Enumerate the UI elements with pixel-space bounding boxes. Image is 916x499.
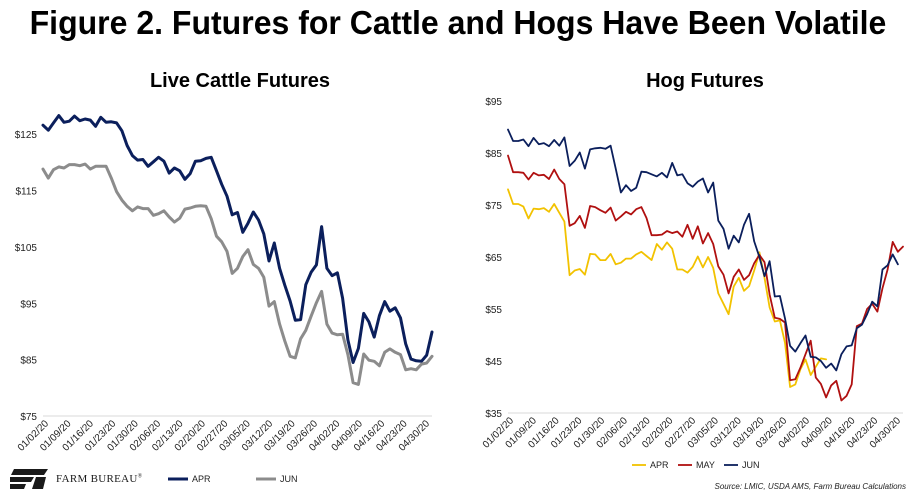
hog-legend-label-apr: APR <box>650 460 669 470</box>
cattle-chart-title: Live Cattle Futures <box>149 70 331 92</box>
figure-title: Figure 2. Futures for Cattle and Hogs Ha… <box>29 4 887 41</box>
hog-series-jun-line <box>507 128 899 372</box>
cattle-y-tick-label: $125 <box>15 130 38 141</box>
hog-series-apr-line <box>507 188 827 388</box>
cattle-legend-label-jun: JUN <box>280 474 298 484</box>
source-note: Source: LMIC, USDA AMS, Farm Bureau Calc… <box>714 482 906 491</box>
cattle-y-tick-label: $85 <box>20 356 37 367</box>
hog-series-may-line <box>507 154 904 402</box>
hog-y-tick-label: $55 <box>485 305 502 316</box>
farm-bureau-logo-icon <box>10 469 48 489</box>
hog-y-tick-label: $95 <box>485 97 502 108</box>
hog-legend-label-may: MAY <box>696 460 715 470</box>
hog-y-tick-label: $45 <box>485 357 502 368</box>
cattle-legend-label-apr: APR <box>192 474 211 484</box>
hog-y-tick-label: $75 <box>485 201 502 212</box>
hog-chart-title: Hog Futures <box>646 70 764 92</box>
cattle-y-tick-label: $115 <box>15 187 37 198</box>
cattle-series-apr-line <box>41 114 434 364</box>
farm-bureau-logo: FARM BUREAU® <box>10 467 143 491</box>
hog-y-tick-label: $65 <box>485 253 502 264</box>
cattle-series-jun-line <box>41 162 434 386</box>
hog-legend-label-jun: JUN <box>742 460 760 470</box>
hog-y-tick-label: $35 <box>485 409 502 420</box>
cattle-y-tick-label: $105 <box>15 243 38 254</box>
hog-y-tick-label: $85 <box>485 149 502 160</box>
cattle-y-tick-label: $95 <box>20 299 37 310</box>
logo-text: FARM BUREAU® <box>56 473 143 485</box>
cattle-y-tick-label: $75 <box>20 412 37 423</box>
